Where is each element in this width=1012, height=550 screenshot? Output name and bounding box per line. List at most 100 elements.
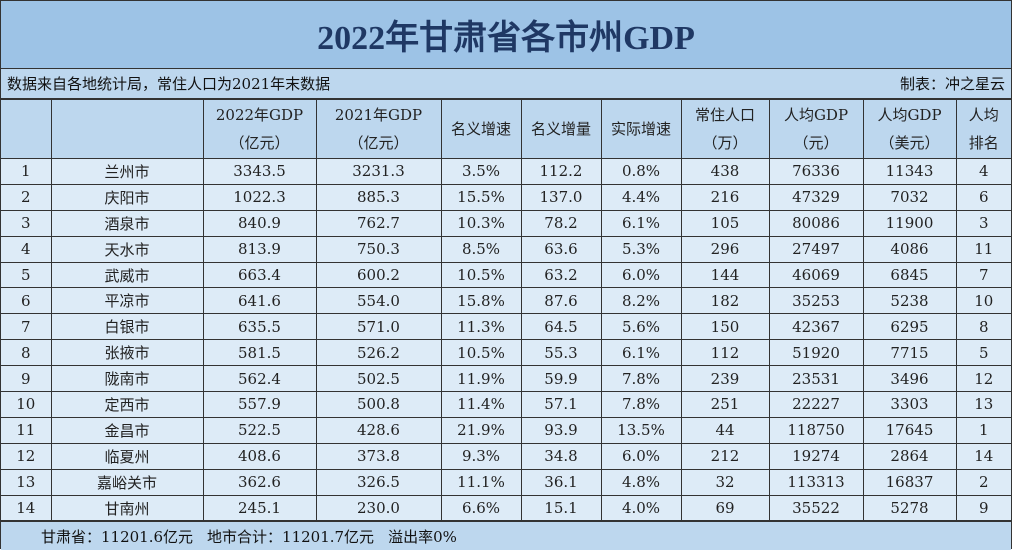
table-cell: 7715	[862, 339, 957, 367]
table-cell: 635.5	[202, 313, 317, 341]
table-cell: 酒泉市	[50, 209, 204, 237]
table-cell: 27497	[768, 235, 864, 263]
table-row: 7 白银市 635.5 571.0 11.3% 64.5 5.6% 150 42367 6295 8	[1, 313, 1011, 341]
table-cell: 600.2	[315, 261, 442, 289]
summary-footer: 甘肃省：11201.6亿元 地市合计：11201.7亿元 溢出率0%	[1, 521, 1011, 550]
table-cell: 526.2	[315, 339, 442, 367]
table-cell: 34.8	[520, 442, 602, 470]
table-cell: 408.6	[202, 442, 317, 470]
table-row: 14 甘南州 245.1 230.0 6.6% 15.1 4.0% 69 35522 5278 9	[1, 494, 1011, 522]
table-cell: 13	[1, 468, 52, 496]
table-cell: 4	[1, 235, 52, 263]
column-header: 2021年GDP （亿元）	[315, 99, 442, 159]
table-cell: 5238	[862, 287, 957, 315]
table-cell: 1022.3	[202, 183, 317, 211]
table-cell: 42367	[768, 313, 864, 341]
table-cell: 112	[680, 339, 770, 367]
table-cell: 51920	[768, 339, 864, 367]
table-cell: 11.9%	[440, 365, 522, 393]
table-cell: 6.6%	[440, 494, 522, 522]
table-cell: 金昌市	[50, 416, 204, 444]
table-cell: 临夏州	[50, 442, 204, 470]
table-cell: 5	[955, 339, 1011, 367]
table-cell: 11.4%	[440, 391, 522, 418]
table-cell: 55.3	[520, 339, 602, 367]
table-cell: 19274	[768, 442, 864, 470]
table-cell: 10	[1, 391, 52, 418]
table-cell: 47329	[768, 183, 864, 211]
table-cell: 663.4	[202, 261, 317, 289]
table-cell: 118750	[768, 416, 864, 444]
table-cell: 天水市	[50, 235, 204, 263]
table-cell: 438	[680, 158, 770, 185]
table-cell: 陇南市	[50, 365, 204, 393]
table-cell: 8.5%	[440, 235, 522, 263]
table-row: 10 定西市 557.9 500.8 11.4% 57.1 7.8% 251 22227 3303…	[1, 391, 1011, 418]
table-cell: 35522	[768, 494, 864, 522]
table-cell: 641.6	[202, 287, 317, 315]
column-header: 2022年GDP （亿元）	[202, 99, 317, 159]
table-cell: 296	[680, 235, 770, 263]
table-cell: 3496	[862, 365, 957, 393]
header-line1: 常住人口	[694, 106, 755, 124]
table-cell: 6295	[862, 313, 957, 341]
table-cell: 5.6%	[600, 313, 682, 341]
table-cell: 581.5	[202, 339, 317, 367]
table-cell: 3	[1, 209, 52, 237]
table-cell: 11.1%	[440, 468, 522, 496]
table-cell: 93.9	[520, 416, 602, 444]
table-cell: 63.2	[520, 261, 602, 289]
table-cell: 嘉峪关市	[50, 468, 204, 496]
table-cell: 78.2	[520, 209, 602, 237]
table-cell: 230.0	[315, 494, 442, 522]
table-cell: 245.1	[202, 494, 317, 522]
table-cell: 182	[680, 287, 770, 315]
source-note: 数据来自各地统计局，常住人口为2021年末数据	[7, 75, 331, 93]
table-cell: 15.5%	[440, 183, 522, 211]
table-cell: 15.8%	[440, 287, 522, 315]
page-title: 2022年甘肃省各市州GDP	[1, 1, 1011, 69]
table-cell: 3343.5	[202, 158, 317, 185]
table-cell: 212	[680, 442, 770, 470]
table-cell: 11900	[862, 209, 957, 237]
table-cell: 8.2%	[600, 287, 682, 315]
table-cell: 10.5%	[440, 261, 522, 289]
table-row: 8 张掖市 581.5 526.2 10.5% 55.3 6.1% 112 51920 7715 5	[1, 339, 1011, 367]
subtitle-row: 数据来自各地统计局，常住人口为2021年末数据 制表：冲之星云	[1, 69, 1011, 99]
table-cell: 571.0	[315, 313, 442, 341]
header-line2: （美元）	[879, 134, 940, 152]
header-line2: （亿元）	[348, 134, 409, 152]
table-cell: 813.9	[202, 235, 317, 263]
table-cell: 428.6	[315, 416, 442, 444]
table-cell: 500.8	[315, 391, 442, 418]
column-header: 名义增量	[520, 99, 602, 159]
column-header: 人均GDP （美元）	[862, 99, 957, 159]
table-cell: 69	[680, 494, 770, 522]
table-cell: 3.5%	[440, 158, 522, 185]
table-row: 4 天水市 813.9 750.3 8.5% 63.6 5.3% 296 27497 4086 11	[1, 235, 1011, 263]
table-cell: 46069	[768, 261, 864, 289]
table-cell: 白银市	[50, 313, 204, 341]
city-sum: 地市合计：11201.7亿元	[207, 527, 375, 546]
table-cell: 36.1	[520, 468, 602, 496]
table-cell: 762.7	[315, 209, 442, 237]
table-cell: 6.1%	[600, 209, 682, 237]
table-cell: 16837	[862, 468, 957, 496]
table-cell: 14	[1, 494, 52, 522]
table-cell: 373.8	[315, 442, 442, 470]
table-cell: 5.3%	[600, 235, 682, 263]
table-cell: 57.1	[520, 391, 602, 418]
table-cell: 21.9%	[440, 416, 522, 444]
overflow-rate: 溢出率0%	[388, 527, 457, 546]
table-cell: 17645	[862, 416, 957, 444]
table-cell: 113313	[768, 468, 864, 496]
table-cell: 326.5	[315, 468, 442, 496]
table-cell: 362.6	[202, 468, 317, 496]
table-cell: 8	[1, 339, 52, 367]
header-line1: 人均GDP	[877, 106, 942, 124]
table-cell: 10	[955, 287, 1011, 315]
table-cell: 庆阳市	[50, 183, 204, 211]
header-line1: 人均GDP	[783, 106, 849, 124]
table-cell: 3303	[862, 391, 957, 418]
table-cell: 1	[1, 158, 52, 185]
